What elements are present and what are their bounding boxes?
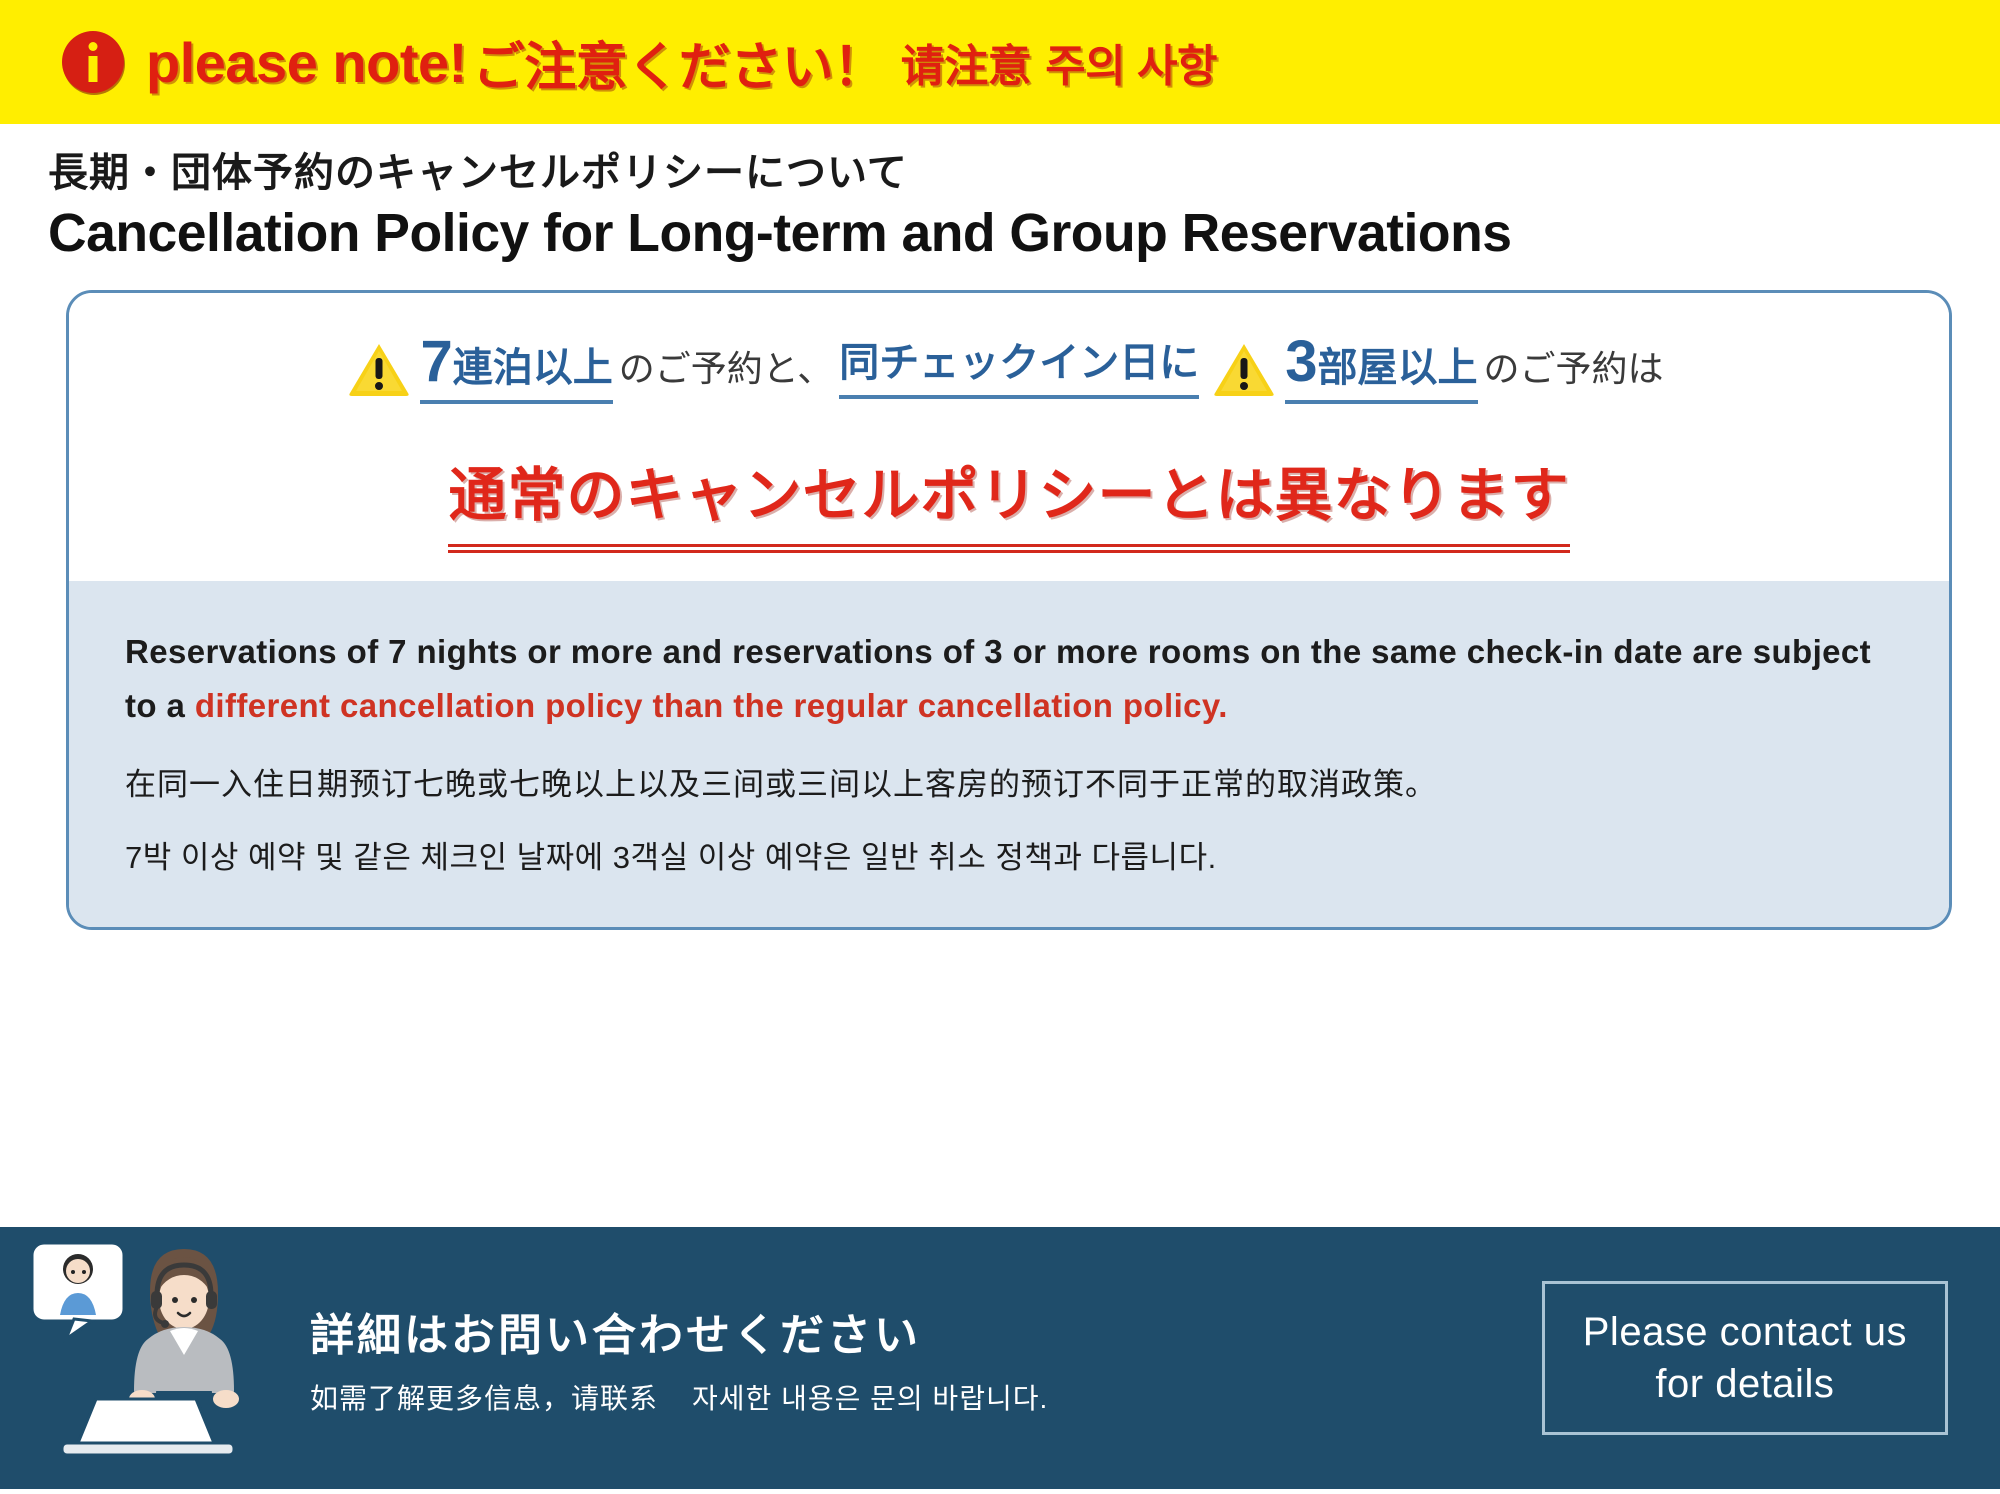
page-subtitle-ja: 長期・団体予約のキャンセルポリシーについて [48,151,908,195]
page-heading-group: 長期・団体予約のキャンセルポリシーについて Cancellation Polic… [0,124,2000,264]
paragraph-zh: 在同一入住日期预订七晚或七晚以上以及三间或三间以上客房的预订不同于正常的取消政策… [125,767,1437,802]
alert-banner: please note! ご注意ください！ 请注意 주의 사항 [0,0,2000,124]
policy-card-blue-section: Reservations of 7 nights or more and res… [69,581,1949,927]
page-title-en: Cancellation Policy for Long-term and Gr… [48,203,1512,263]
condition-line: 7連泊以上 のご予約と、 同チェックイン日に 3部屋以上 のご予約は [69,333,1949,405]
paragraph-en: Reservations of 7 nights or more and res… [125,625,1893,732]
footer-text-group: 詳細はお問い合わせください 如需了解更多信息，请联系 자세한 내용은 문의 바랍… [300,1299,1542,1417]
condition-term-1: 7連泊以上 [420,333,613,405]
condition-term-2: 同チェックイン日に [839,339,1200,399]
condition-term-1-label: 連泊以上 [452,346,613,391]
condition-tail: のご予約は [1483,348,1664,389]
paragraph-ko: 7박 이상 예약 및 같은 체크인 날짜에 3객실 이상 예약은 일반 취소 정… [125,839,1217,875]
banner-text-en: please note! [146,30,467,94]
footer-subtext-row: 如需了解更多信息，请联系 자세한 내용은 문의 바랍니다. [310,1377,1542,1417]
warning-triangle-icon [348,341,410,397]
paragraph-en-red: different cancellation policy than the r… [194,686,1228,724]
contact-us-button[interactable]: Please contact us for details [1541,1281,1948,1435]
condition-term-3: 3部屋以上 [1285,333,1478,405]
warning-triangle-icon [1213,341,1275,397]
condition-mid-1: のご予約と、 [618,348,834,389]
contact-us-line2: for details [1655,1362,1835,1406]
info-circle-icon [62,31,124,93]
footer-text-zh: 如需了解更多信息，请联系 [310,1383,659,1414]
condition-number-1: 7 [420,329,453,395]
condition-term-3-label: 部屋以上 [1317,346,1478,391]
policy-card-white-section: 7連泊以上 のご予約と、 同チェックイン日に 3部屋以上 のご予約は 通常のキャ… [69,293,1949,582]
contact-us-line1: Please contact us [1582,1310,1907,1354]
paragraph-en-part1: Reservations of 7 nights or more and res… [125,633,1872,724]
condition-number-2: 3 [1285,329,1318,395]
footer-contact-bar: 詳細はお問い合わせください 如需了解更多信息，请联系 자세한 내용은 문의 바랍… [0,1227,2000,1489]
red-heading-row: 通常のキャンセルポリシーとは異なります [69,448,1949,554]
footer-heading-ja: 詳細はお問い合わせください [310,1311,921,1360]
banner-text-ja: ご注意ください！ [472,38,886,97]
footer-text-ko: 자세한 내용은 문의 바랍니다. [692,1383,1049,1414]
red-heading: 通常のキャンセルポリシーとは異なります [448,448,1570,554]
banner-text-ko: 주의 사항 [1045,42,1217,91]
support-staff-illustration [0,1227,300,1489]
policy-card: 7連泊以上 のご予約と、 同チェックイン日に 3部屋以上 のご予約は 通常のキャ… [66,290,1952,930]
banner-text-zh: 请注意 [900,42,1032,91]
